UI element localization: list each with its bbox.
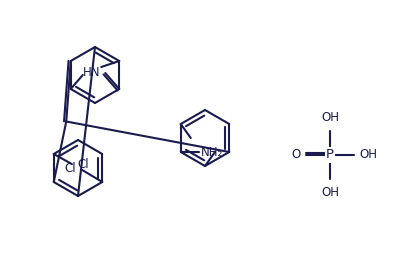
Text: OH: OH bbox=[321, 111, 339, 124]
Text: P: P bbox=[326, 149, 334, 162]
Text: O: O bbox=[292, 149, 301, 162]
Text: HN: HN bbox=[83, 66, 100, 78]
Text: OH: OH bbox=[321, 186, 339, 199]
Text: NH₂: NH₂ bbox=[201, 146, 223, 158]
Text: Cl: Cl bbox=[78, 158, 89, 171]
Text: OH: OH bbox=[359, 149, 377, 162]
Text: Cl: Cl bbox=[65, 163, 76, 176]
